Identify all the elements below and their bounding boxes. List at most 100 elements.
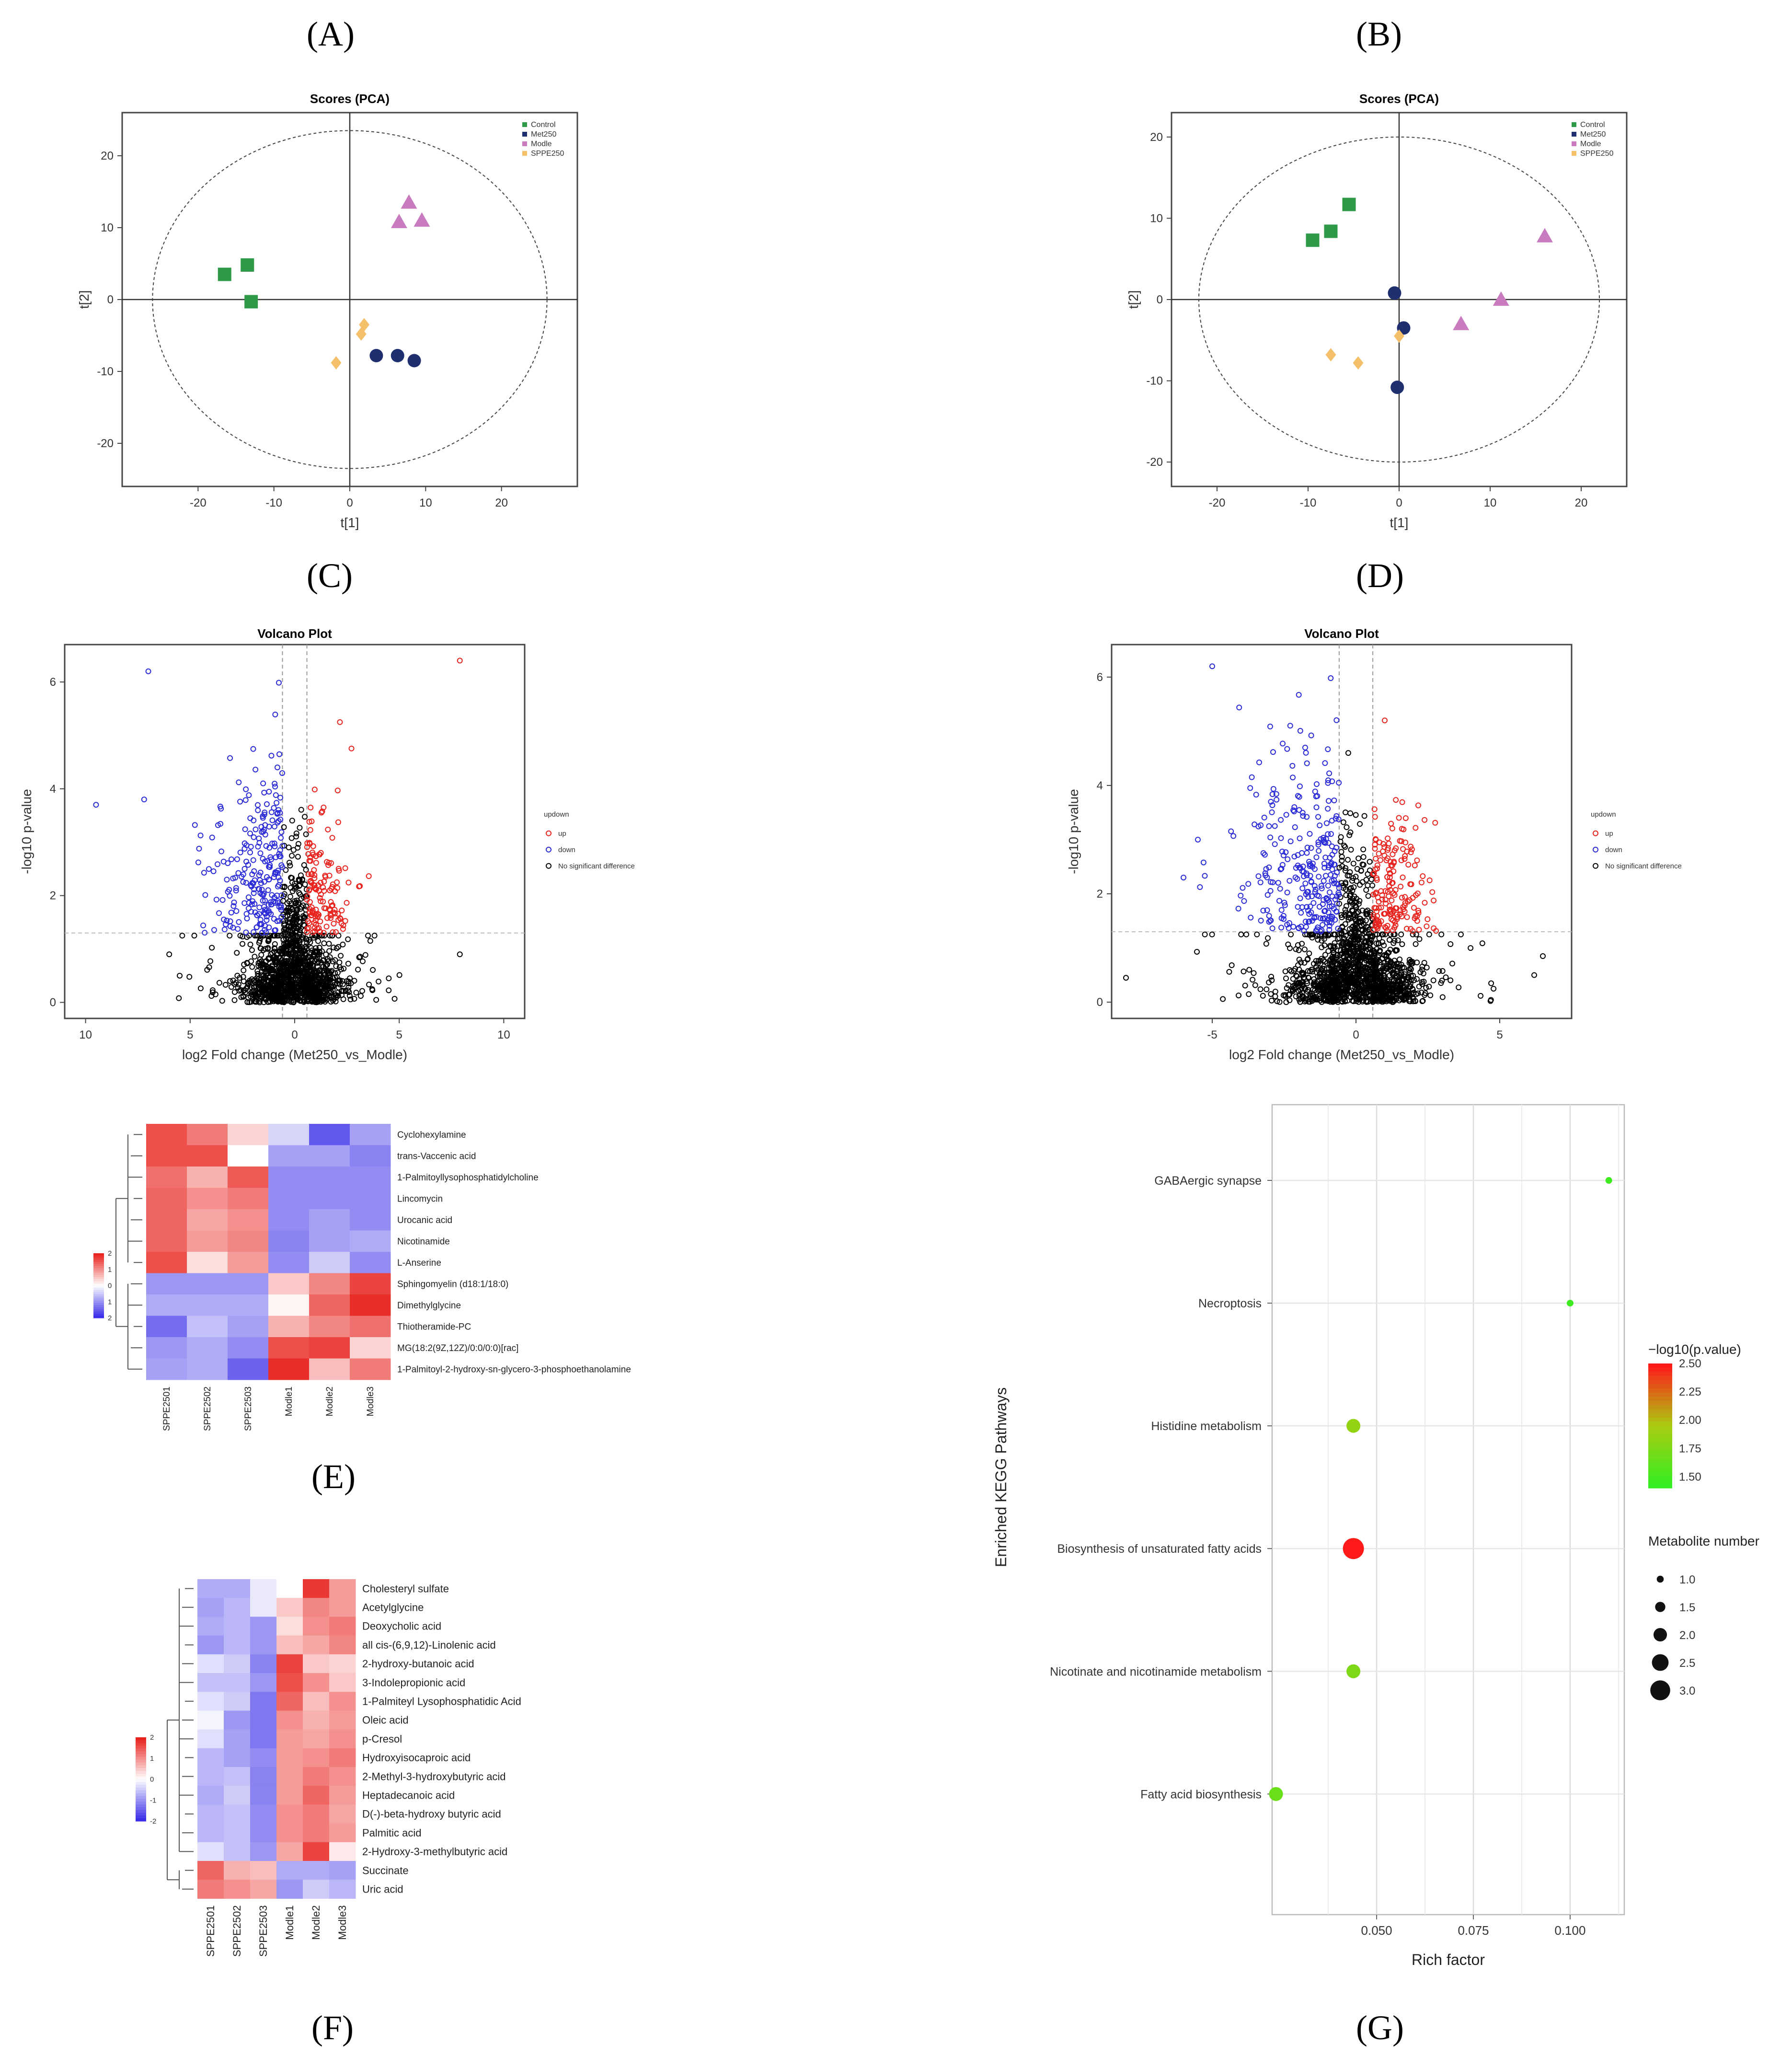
scale-segment — [93, 1272, 104, 1275]
point-down — [272, 871, 278, 877]
point-ns — [1397, 978, 1403, 984]
point-down — [1253, 792, 1259, 798]
color-legend-segment — [1648, 1430, 1672, 1434]
point-ns — [1380, 990, 1387, 996]
point-ns — [302, 814, 308, 820]
column-label: SPPE2501 — [205, 1905, 217, 1957]
heatmap-cell — [197, 1635, 224, 1655]
point-ns — [1344, 873, 1351, 879]
point-ns — [292, 972, 299, 979]
point-ns — [1351, 912, 1357, 918]
point-ns — [1276, 999, 1283, 1005]
color-legend-segment — [1648, 1380, 1672, 1385]
scale-segment — [93, 1314, 104, 1317]
point-ns — [322, 963, 329, 969]
point-ns — [1321, 931, 1328, 937]
point-ns — [1304, 980, 1310, 986]
point-ns — [1330, 983, 1336, 990]
point-down — [1332, 896, 1338, 902]
size-legend-title: Metabolite number — [1648, 1534, 1759, 1548]
heatmap-cell — [268, 1209, 310, 1231]
heatmap-cell — [224, 1767, 251, 1786]
heatmap-cell — [268, 1337, 310, 1359]
point-down — [241, 845, 248, 852]
point-ns — [1395, 964, 1401, 970]
point-down — [1260, 907, 1266, 913]
point-ns — [1242, 982, 1248, 989]
point-down — [1315, 839, 1321, 845]
scale-segment — [93, 1258, 104, 1260]
point-ns — [1319, 956, 1325, 962]
point-down — [260, 829, 266, 835]
point-ns — [1387, 947, 1393, 953]
heatmap-cell — [268, 1358, 310, 1380]
point-ns — [1324, 969, 1331, 975]
x-tick-label: 10 — [79, 1028, 92, 1041]
point-down — [278, 835, 284, 841]
point-ns — [241, 961, 247, 968]
heatmap-cell — [187, 1252, 228, 1273]
panel-label-c: (C) — [307, 556, 353, 595]
y-tick-label: 0 — [1157, 293, 1163, 306]
point-ns — [299, 989, 305, 995]
row-label: Palmitic acid — [362, 1827, 421, 1839]
point-extreme — [1195, 836, 1201, 843]
heatmap-cell — [224, 1673, 251, 1692]
point-ns — [1377, 959, 1383, 966]
point-down — [1275, 879, 1281, 886]
point-down — [261, 789, 267, 796]
point-ns — [179, 933, 185, 939]
heatmap-cell — [309, 1167, 350, 1188]
heatmap-cell — [228, 1209, 269, 1231]
point-down — [1324, 920, 1330, 926]
point-down — [1325, 806, 1331, 812]
point-up — [311, 786, 318, 793]
point-ns — [1336, 865, 1343, 871]
color-legend-segment — [1648, 1455, 1672, 1459]
point-ns — [1283, 999, 1289, 1005]
scale-tick-label: 1 — [150, 1755, 154, 1763]
point-down — [1264, 907, 1270, 913]
point-ns — [207, 958, 214, 964]
heatmap-cell — [250, 1617, 277, 1636]
heatmap-cell — [197, 1861, 224, 1880]
point-ns — [316, 979, 322, 985]
point-ns — [1311, 979, 1317, 985]
point-down — [278, 862, 285, 868]
point-ns — [1343, 865, 1349, 871]
point-down — [1289, 762, 1296, 769]
pathway-bubble — [1343, 1538, 1364, 1559]
point-ns — [326, 941, 332, 947]
heatmap-cell — [276, 1692, 303, 1711]
point-up — [1386, 903, 1392, 909]
chart-title: Scores (PCA) — [1359, 92, 1439, 106]
scale-segment — [93, 1283, 104, 1286]
point-down — [1291, 854, 1298, 860]
point-up — [342, 865, 348, 871]
heatmap-cell — [224, 1598, 251, 1617]
point-ns — [1365, 965, 1371, 971]
scale-segment — [93, 1281, 104, 1284]
heatmap-cell — [350, 1209, 391, 1231]
point-ns — [1347, 994, 1354, 1000]
point-extreme — [457, 951, 463, 958]
point-ns — [1339, 941, 1345, 947]
point-ns — [347, 996, 354, 1003]
point-ns — [1343, 950, 1349, 956]
point-ns — [294, 934, 300, 940]
plot-frame — [1111, 644, 1573, 1019]
point-up — [304, 844, 310, 850]
point-up — [1405, 862, 1412, 868]
legend-label-1: down — [558, 846, 575, 854]
point-ns — [1406, 992, 1413, 998]
point-up — [1385, 835, 1391, 842]
point-ns — [1348, 987, 1354, 993]
point-ns — [308, 945, 314, 951]
point-ns — [318, 959, 324, 966]
heatmap-cell — [197, 1880, 224, 1899]
point-ns — [240, 993, 246, 999]
point-down — [1333, 909, 1340, 915]
point-up — [306, 925, 312, 931]
point-down — [271, 823, 277, 830]
point-down — [1267, 888, 1274, 894]
